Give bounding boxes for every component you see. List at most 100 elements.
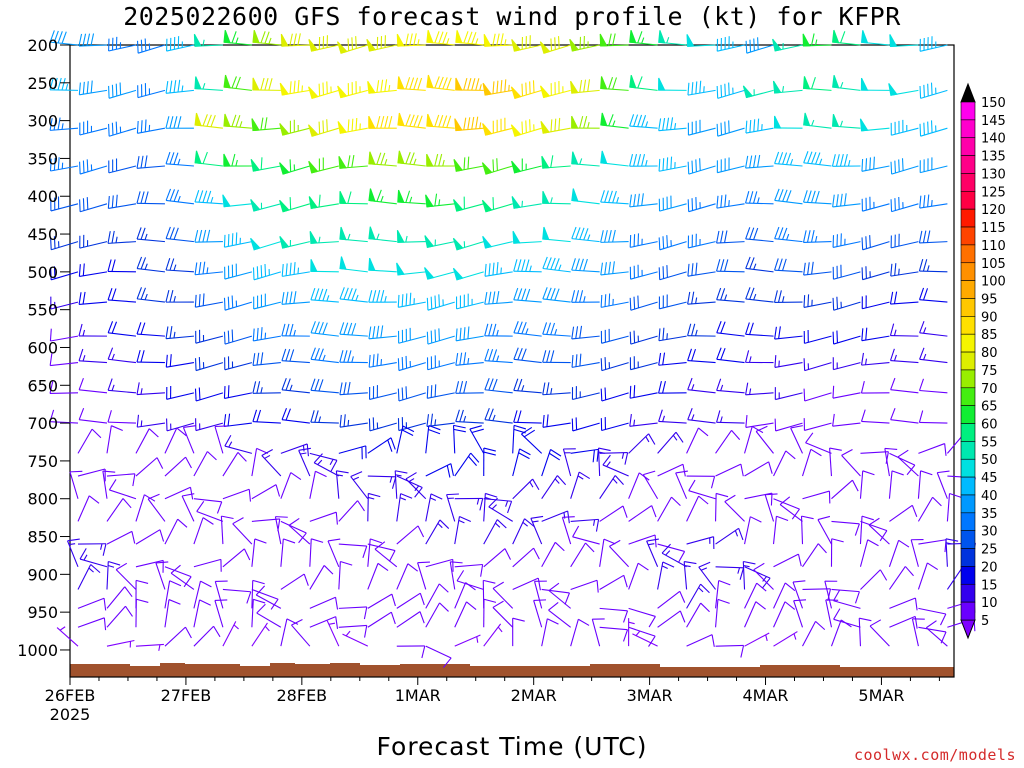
wind-barb [600,387,629,402]
wind-barb [397,355,426,372]
wind-barb [858,617,872,647]
wind-barb [600,190,629,205]
wind-barb [658,77,687,91]
wind-barb [108,82,137,99]
wind-barb [446,493,459,522]
wind-barb [396,33,426,47]
wind-barb [106,560,121,590]
wind-barb [542,382,571,396]
wind-barb [280,472,302,499]
wind-barb [396,592,425,609]
wind-barb [449,561,463,590]
wind-barb [530,515,544,545]
wind-barb [803,261,832,276]
wind-barb [629,295,658,311]
colorbar-swatch [960,119,976,139]
wind-barb [107,287,137,303]
colorbar-bottom-triangle [960,619,976,640]
wind-barb [599,574,628,590]
wind-barb [539,81,571,99]
wind-barb [774,387,803,401]
wind-barb [165,79,194,94]
wind-barb [802,588,832,602]
colorbar-swatch [960,316,976,335]
wind-barb [599,475,624,500]
colorbar-label: 70 [981,382,998,397]
wind-barb [541,588,570,605]
wind-barb [572,525,600,545]
wind-barb [686,634,715,647]
wind-barb [309,470,327,499]
y-tick-label: 850 [27,528,58,547]
wind-barb [281,348,310,364]
wind-barb [897,449,919,477]
wind-barb [77,428,102,454]
wind-barb [424,235,455,248]
wind-barb [452,267,484,281]
wind-barb [396,262,426,276]
wind-barb [397,292,426,308]
wind-barb [484,348,513,364]
wind-barb [868,517,890,545]
wind-barb [426,384,455,399]
wind-barb [774,355,803,368]
wind-barb [715,580,731,609]
colorbar-top-triangle [960,82,976,103]
wind-barb [193,625,221,647]
wind-barb [745,118,774,134]
wind-barb [745,287,774,303]
credit-link[interactable]: coolwx.com/models [853,746,1016,764]
wind-barb [339,191,368,205]
wind-barb [252,381,281,394]
wind-barb [69,470,83,499]
colorbar-label: 135 [981,150,1006,165]
wind-barb [716,259,745,273]
wind-barb [936,470,950,499]
wind-barb [716,347,745,364]
wind-barb [483,519,507,545]
wind-barb [367,538,383,567]
wind-barb [107,410,136,424]
wind-barb [194,76,223,91]
wind-barb [165,116,194,129]
wind-barb [232,517,253,545]
wind-barb [335,470,349,499]
wind-barb [452,237,484,251]
wind-barb [339,381,368,396]
wind-barb [135,579,149,609]
wind-barb [542,287,571,303]
wind-barb [716,120,745,137]
wind-barb [274,516,288,545]
wind-barb [686,495,709,522]
wind-barb [78,378,108,394]
wind-barb [917,470,933,499]
wind-barb [511,158,542,174]
wind-barb [570,618,590,647]
wind-barb [256,603,282,628]
wind-barb [164,518,188,545]
wind-barb [222,194,252,208]
wind-barb [571,290,600,303]
wind-barb [600,150,629,167]
colorbar-label: 75 [981,364,998,379]
wind-barb [310,259,339,273]
y-tick-label: 700 [27,414,58,433]
wind-barb [745,227,774,243]
wind-barb [309,231,339,244]
wind-barb [744,601,766,628]
wind-barb [513,259,542,273]
wind-barb [831,113,861,129]
colorbar-label: 145 [981,114,1006,129]
wind-barb [715,429,741,454]
y-tick-label: 800 [27,490,58,509]
wind-barb [860,30,890,46]
wind-barb [513,347,542,364]
wind-barb [687,233,716,249]
wind-barb [135,428,159,454]
wind-barb [251,622,270,647]
wind-barb [541,155,571,169]
colorbar-swatch [960,530,976,549]
wind-barb [339,350,368,364]
wind-barb [919,82,948,99]
colorbar-label: 95 [981,292,998,307]
